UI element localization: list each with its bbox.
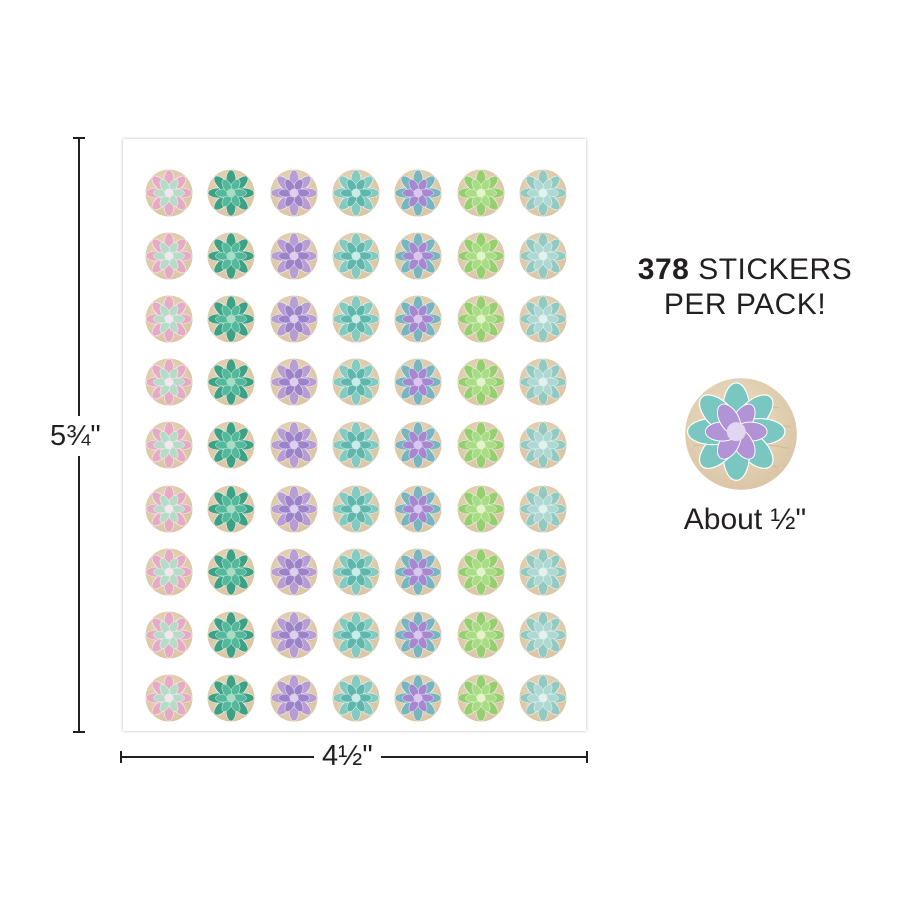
lime-succulent-icon xyxy=(457,421,505,469)
pale-teal-star-icon xyxy=(519,674,567,722)
blue-violet-succulent-icon xyxy=(394,421,442,469)
teal-rosette-icon xyxy=(332,421,380,469)
pink-echeveria-icon xyxy=(145,611,193,659)
lime-succulent-icon xyxy=(457,485,505,533)
blue-violet-succulent-icon xyxy=(394,485,442,533)
sticker-size-label: About ½" xyxy=(683,503,807,536)
per-pack-text: PER PACK! xyxy=(663,288,827,321)
pink-echeveria-icon xyxy=(145,485,193,533)
blue-violet-succulent-icon xyxy=(394,674,442,722)
purple-echeveria-icon xyxy=(270,358,318,406)
blue-violet-succulent-icon xyxy=(394,169,442,217)
purple-echeveria-icon xyxy=(270,611,318,659)
sticker-count: 378 xyxy=(637,253,690,286)
pale-teal-star-icon xyxy=(519,169,567,217)
lime-succulent-icon xyxy=(457,611,505,659)
teal-rosette-icon xyxy=(332,548,380,596)
green-agave-icon xyxy=(207,232,255,280)
pink-echeveria-icon xyxy=(145,548,193,596)
pink-echeveria-icon xyxy=(145,674,193,722)
green-agave-icon xyxy=(207,674,255,722)
lime-succulent-icon xyxy=(457,169,505,217)
pale-teal-star-icon xyxy=(519,358,567,406)
width-label: 4½" xyxy=(314,738,381,774)
green-agave-icon xyxy=(207,295,255,343)
blue-violet-succulent-icon xyxy=(394,295,442,343)
teal-rosette-icon xyxy=(332,485,380,533)
height-label: 5¾" xyxy=(50,416,101,456)
pink-echeveria-icon xyxy=(145,358,193,406)
lime-succulent-icon xyxy=(457,358,505,406)
green-agave-icon xyxy=(207,358,255,406)
blue-violet-succulent-icon xyxy=(394,232,442,280)
purple-echeveria-icon xyxy=(270,548,318,596)
blue-violet-succulent-icon xyxy=(394,358,442,406)
green-agave-icon xyxy=(207,485,255,533)
purple-echeveria-icon xyxy=(270,674,318,722)
teal-rosette-icon xyxy=(332,674,380,722)
pink-echeveria-icon xyxy=(145,295,193,343)
pale-teal-star-icon xyxy=(519,611,567,659)
green-agave-icon xyxy=(207,548,255,596)
blue-violet-succulent-icon xyxy=(394,548,442,596)
pink-echeveria-icon xyxy=(145,169,193,217)
purple-echeveria-icon xyxy=(270,421,318,469)
teal-rosette-icon xyxy=(332,169,380,217)
pale-teal-star-icon xyxy=(519,485,567,533)
lime-succulent-icon xyxy=(457,295,505,343)
purple-echeveria-icon xyxy=(270,295,318,343)
pale-teal-star-icon xyxy=(519,295,567,343)
teal-rosette-icon xyxy=(332,358,380,406)
teal-rosette-icon xyxy=(332,232,380,280)
pink-echeveria-icon xyxy=(145,421,193,469)
teal-rosette-icon xyxy=(332,611,380,659)
green-agave-icon xyxy=(207,421,255,469)
pale-teal-star-icon xyxy=(519,421,567,469)
green-agave-icon xyxy=(207,169,255,217)
lime-succulent-icon xyxy=(457,674,505,722)
purple-echeveria-icon xyxy=(270,485,318,533)
blue-violet-succulent-icon xyxy=(394,611,442,659)
pale-teal-star-icon xyxy=(519,548,567,596)
purple-echeveria-icon xyxy=(270,232,318,280)
pale-teal-star-icon xyxy=(519,232,567,280)
stickers-word: STICKERS xyxy=(698,253,853,286)
lime-succulent-icon xyxy=(457,548,505,596)
purple-teal-echeveria-icon xyxy=(684,377,798,491)
pink-echeveria-icon xyxy=(145,232,193,280)
sticker-count-callout: 378 STICKERS PER PACK! xyxy=(610,252,880,322)
green-agave-icon xyxy=(207,611,255,659)
teal-rosette-icon xyxy=(332,295,380,343)
sticker-sheet xyxy=(123,139,586,731)
lime-succulent-icon xyxy=(457,232,505,280)
purple-echeveria-icon xyxy=(270,169,318,217)
